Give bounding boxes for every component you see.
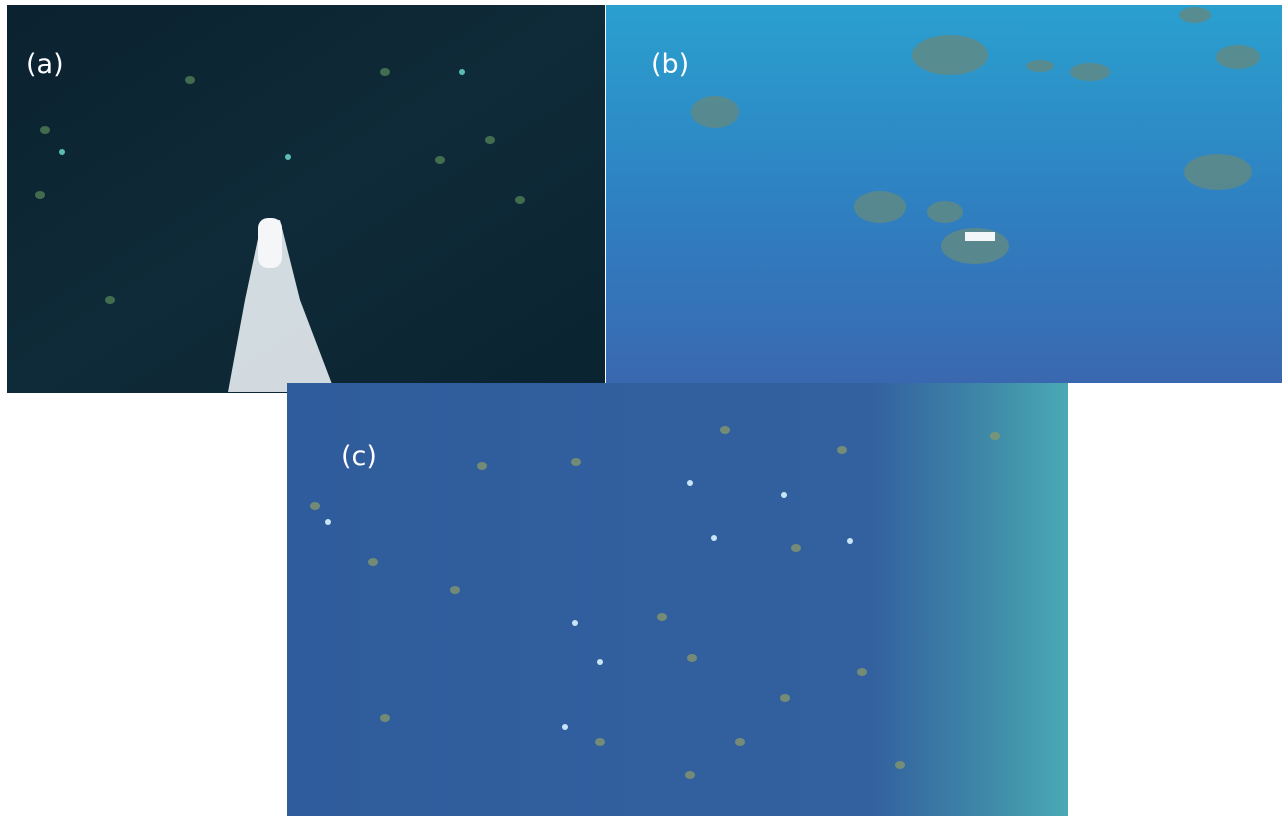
turtles-b bbox=[691, 7, 1260, 264]
panel-c: (c) bbox=[287, 383, 1068, 816]
panel-label: (a) bbox=[26, 49, 64, 80]
boat bbox=[258, 218, 282, 268]
reflections-c bbox=[325, 480, 853, 730]
reflections-a bbox=[59, 69, 465, 160]
tag bbox=[965, 232, 995, 241]
panel-label: (b) bbox=[651, 49, 689, 80]
turtles-c bbox=[310, 426, 1000, 779]
panel-label: (c) bbox=[341, 441, 377, 472]
panel-a: (a) bbox=[7, 5, 605, 393]
turtles-a bbox=[35, 68, 525, 304]
boat-wake bbox=[228, 220, 335, 392]
panel-b: (b) bbox=[606, 5, 1282, 383]
photo-c bbox=[287, 383, 1068, 816]
